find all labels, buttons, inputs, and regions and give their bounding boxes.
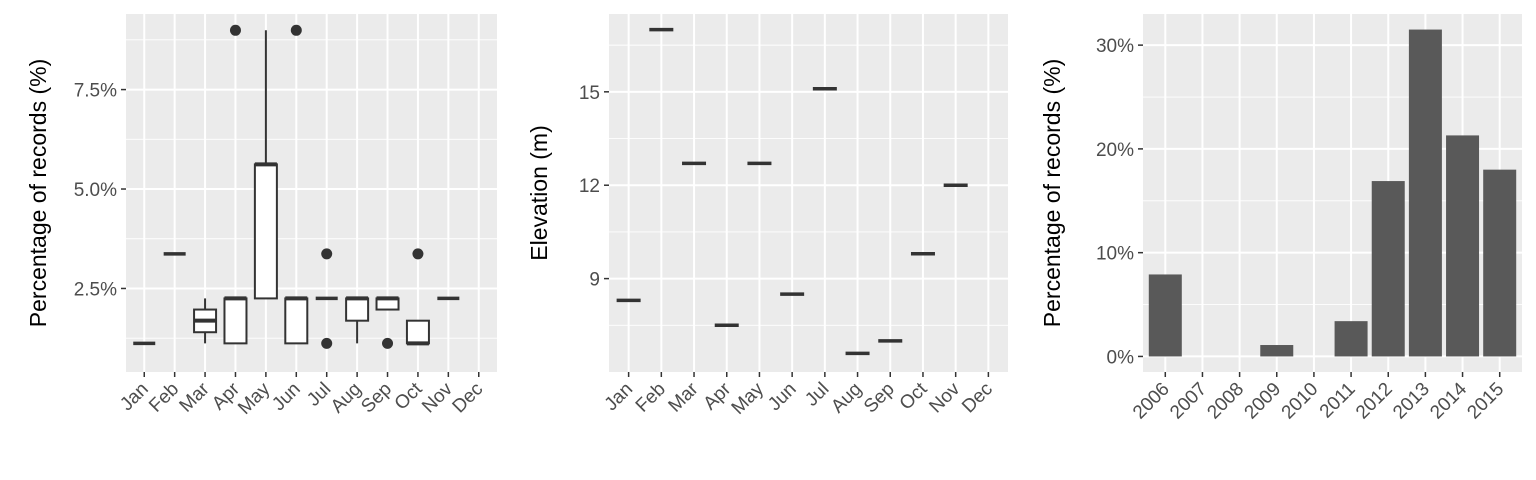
y-axis-title: Elevation (m) — [526, 125, 552, 260]
x-tick-label: May — [728, 378, 769, 419]
x-tick-label: Sep — [357, 379, 396, 418]
bar — [1260, 345, 1294, 357]
x-tick-label: Nov — [418, 378, 457, 417]
x-tick-label: Mar — [176, 378, 214, 416]
x-tick-label: 2013 — [1389, 379, 1434, 424]
minor-grid — [609, 44, 1008, 326]
panel-background — [126, 14, 497, 372]
y-tick-label: 15 — [579, 83, 600, 104]
bar — [1148, 274, 1182, 357]
box — [405, 319, 430, 345]
x-tick-label: Jun — [764, 379, 801, 416]
x-tick-label: 2009 — [1241, 379, 1286, 424]
y-tick-label: 2.5% — [74, 279, 117, 300]
x-tick-label: Dec — [449, 379, 488, 418]
bar — [1446, 135, 1480, 357]
bar — [1483, 169, 1517, 357]
boxplot-marks — [133, 24, 460, 349]
outlier-point — [321, 248, 333, 260]
chart-month-percentage: 2.5% 5.0% 7.5% JanFebMarAprMayJunJulAugSep… — [25, 14, 497, 419]
box — [284, 297, 309, 345]
x-tick-label: Jun — [268, 379, 305, 416]
bar — [1371, 181, 1405, 357]
outlier-point — [290, 24, 302, 36]
y-axis-title: Percentage of records (%) — [25, 59, 51, 327]
y-axis-title: Percentage of records (%) — [1039, 59, 1065, 327]
outlier-point — [412, 248, 424, 260]
box — [223, 297, 248, 345]
x-tick-label: 2012 — [1352, 379, 1397, 424]
x-tick-label: Jan — [601, 379, 638, 416]
outlier-point — [382, 337, 394, 349]
x-tick-label: Jul — [801, 379, 833, 411]
box — [253, 163, 278, 300]
bar — [1334, 321, 1368, 357]
x-tick-label: Mar — [665, 378, 703, 416]
y-tick-label: 12 — [579, 176, 600, 197]
bar — [1408, 29, 1442, 357]
y-tick-label: 30% — [1096, 36, 1134, 57]
x-tick-label: Oct — [391, 378, 427, 414]
x-tick-label: Oct — [896, 378, 932, 414]
outlier-point — [229, 24, 241, 36]
x-tick-label: Nov — [925, 378, 964, 417]
boxplot-marks — [616, 27, 968, 356]
chart-year-percentage: 0% 10% 20% 30% 2006200720082009201020112012… — [1039, 14, 1522, 423]
major-grid — [609, 14, 1008, 372]
y-tick-label: 7.5% — [74, 81, 117, 102]
y-tick-label: 10% — [1096, 244, 1134, 265]
x-tick-label: Apr — [700, 378, 736, 414]
x-tick-label: 2007 — [1166, 379, 1211, 424]
x-tick-label: 2011 — [1316, 379, 1360, 423]
x-tick-label: Dec — [958, 379, 997, 418]
x-tick-label: 2006 — [1129, 379, 1174, 424]
y-axis: 0% 10% 20% 30% — [1096, 36, 1143, 368]
x-tick-label: 2014 — [1426, 378, 1471, 423]
minor-grid — [126, 39, 497, 339]
y-axis: 2.5% 5.0% 7.5% — [74, 81, 126, 300]
outlier-point — [321, 337, 333, 349]
x-tick-label: 2008 — [1203, 379, 1248, 424]
y-tick-label: 20% — [1096, 140, 1134, 161]
y-tick-label: 5.0% — [74, 180, 117, 201]
y-tick-label: 0% — [1107, 347, 1135, 368]
y-tick-label: 9 — [589, 270, 600, 291]
x-tick-label: Aug — [827, 379, 866, 418]
x-tick-label: 2010 — [1278, 379, 1323, 424]
x-tick-label: Aug — [327, 379, 366, 418]
x-tick-label: Feb — [632, 379, 670, 417]
y-axis: 9 12 15 — [579, 83, 609, 291]
bar-marks — [1148, 29, 1517, 357]
panel-background — [609, 14, 1008, 372]
x-tick-label: Jan — [116, 379, 153, 416]
box — [345, 297, 370, 322]
x-tick-label: Feb — [145, 379, 183, 417]
x-tick-label: 2015 — [1463, 379, 1508, 424]
x-tick-label: Sep — [860, 379, 899, 418]
